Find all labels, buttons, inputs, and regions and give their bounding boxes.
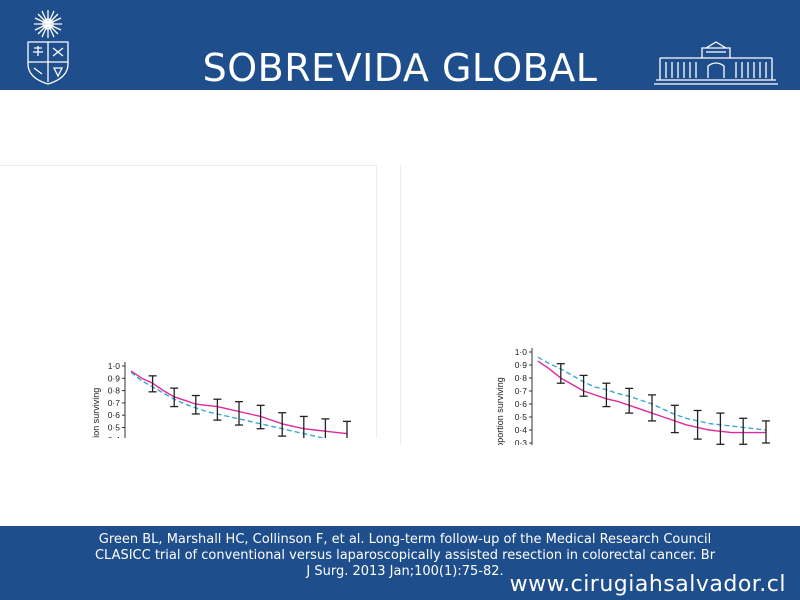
hospital-building-logo: [654, 41, 778, 85]
chart-panel-rectal: 0·10·20·30·40·50·60·70·80·91·00012243648…: [400, 165, 781, 599]
y-tick-label: 0·9: [515, 360, 528, 370]
y-tick-label: 0·7: [515, 386, 528, 396]
y-tick-label: 0·6: [108, 410, 121, 420]
y-tick-label: 0·3: [515, 438, 528, 445]
y-tick-label: 0·8: [515, 373, 528, 383]
chart-panel-colonic: 0·10·20·30·40·50·60·70·80·91·00012243648…: [0, 165, 377, 594]
y-axis-title: Proportion surviving: [91, 388, 101, 438]
y-tick-label: 1·0: [108, 361, 121, 371]
citation-line-1: Green BL, Marshall HC, Collinson F, et a…: [98, 532, 712, 547]
header-bar: [0, 0, 800, 90]
y-tick-label: 0·7: [108, 398, 121, 408]
citation: Green BL, Marshall HC, Collinson F, et a…: [60, 532, 750, 580]
y-tick-label: 0·6: [515, 399, 528, 409]
y-tick-label: 1·0: [515, 347, 528, 357]
y-tick-label: 0·9: [108, 373, 121, 383]
y-tick-label: 0·8: [108, 386, 121, 396]
y-tick-label: 0·4: [515, 425, 528, 435]
footer-bar: [0, 526, 800, 600]
y-tick-label: 0·5: [515, 412, 528, 422]
slide-title: SOBREVIDA GLOBAL: [202, 46, 598, 90]
rectal-survival-chart: 0·10·20·30·40·50·60·70·80·91·00012243648…: [434, 347, 774, 599]
website-url: www.cirugiahsalvador.cl: [509, 572, 786, 597]
citation-line-3: J Surg. 2013 Jan;100(1):75-82.: [306, 564, 504, 579]
y-tick-label: 0·4: [108, 435, 121, 438]
citation-line-2: CLASICC trial of conventional versus lap…: [94, 548, 716, 563]
series-line-laparoscopic: [130, 371, 348, 443]
university-crest-logo: [27, 10, 69, 85]
y-axis-title: Proportion surviving: [495, 377, 505, 445]
y-tick-label: 0·5: [108, 423, 121, 433]
colonic-survival-chart: 0·10·20·30·40·50·60·70·80·91·00012243648…: [34, 361, 355, 594]
